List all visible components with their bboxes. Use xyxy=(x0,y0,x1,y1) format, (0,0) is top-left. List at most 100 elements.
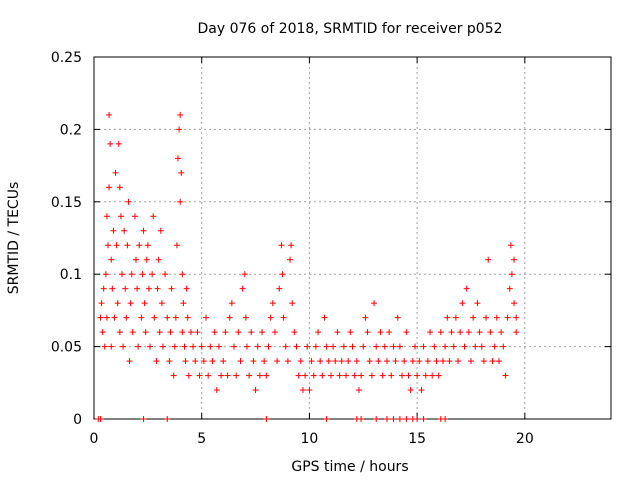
data-point xyxy=(414,416,421,422)
data-point xyxy=(164,314,171,321)
data-point xyxy=(209,358,216,365)
data-point xyxy=(394,314,401,321)
data-point xyxy=(278,242,285,249)
data-point xyxy=(129,329,136,336)
data-point xyxy=(167,329,174,336)
data-point xyxy=(455,358,462,365)
data-point xyxy=(325,358,332,365)
data-point xyxy=(288,242,295,249)
data-point xyxy=(107,140,114,147)
data-point xyxy=(375,358,382,365)
data-point xyxy=(113,242,120,249)
data-point xyxy=(507,242,514,249)
data-point xyxy=(142,329,149,336)
data-point xyxy=(254,343,261,350)
data-point xyxy=(126,358,133,365)
data-point xyxy=(478,343,485,350)
data-point xyxy=(220,358,227,365)
data-point xyxy=(360,343,367,350)
data-point xyxy=(183,285,190,292)
data-point xyxy=(284,358,291,365)
data-point xyxy=(172,314,179,321)
data-point xyxy=(463,285,470,292)
data-point xyxy=(173,242,180,249)
data-point xyxy=(319,372,326,379)
data-point xyxy=(276,285,283,292)
data-point xyxy=(330,343,337,350)
data-point xyxy=(175,155,182,162)
data-point xyxy=(138,314,145,321)
data-point xyxy=(139,271,146,278)
data-point xyxy=(435,372,442,379)
x-tick-label: 0 xyxy=(90,431,99,447)
data-point xyxy=(111,314,118,321)
data-point xyxy=(439,358,446,365)
data-point xyxy=(373,343,380,350)
data-point xyxy=(392,358,399,365)
data-point xyxy=(504,314,511,321)
data-point xyxy=(366,358,373,365)
data-point xyxy=(513,329,520,336)
data-point xyxy=(147,343,154,350)
data-point xyxy=(117,213,124,220)
data-point xyxy=(261,358,268,365)
data-point xyxy=(450,343,457,350)
data-point xyxy=(256,372,263,379)
data-point xyxy=(383,358,390,365)
data-point xyxy=(181,343,188,350)
data-point xyxy=(452,314,459,321)
data-point xyxy=(502,372,509,379)
data-point xyxy=(422,372,429,379)
data-point xyxy=(213,387,220,394)
data-point xyxy=(364,329,371,336)
data-point xyxy=(134,285,141,292)
data-point xyxy=(338,358,345,365)
data-point xyxy=(141,300,148,307)
data-point xyxy=(114,300,121,307)
data-point xyxy=(156,329,163,336)
data-point xyxy=(116,184,123,191)
data-point xyxy=(498,329,505,336)
data-point xyxy=(184,314,191,321)
data-point xyxy=(321,314,328,321)
data-point xyxy=(108,343,115,350)
data-point xyxy=(433,358,440,365)
data-point xyxy=(388,372,395,379)
data-point xyxy=(231,343,238,350)
y-tick-label: 0.15 xyxy=(51,195,82,211)
data-point xyxy=(110,227,117,234)
data-point xyxy=(215,343,222,350)
x-tick-label: 20 xyxy=(516,431,534,447)
data-point xyxy=(310,372,317,379)
data-point xyxy=(180,300,187,307)
data-point xyxy=(198,343,205,350)
data-point xyxy=(140,227,147,234)
data-point xyxy=(106,111,113,118)
data-point xyxy=(123,314,130,321)
data-point xyxy=(116,329,123,336)
data-point xyxy=(99,329,106,336)
data-point xyxy=(145,285,152,292)
data-point xyxy=(401,358,408,365)
data-point xyxy=(315,329,322,336)
data-point xyxy=(420,343,427,350)
data-point xyxy=(203,314,210,321)
data-point xyxy=(287,256,294,263)
data-point xyxy=(383,416,390,422)
data-point xyxy=(120,343,127,350)
data-point xyxy=(358,372,365,379)
data-point xyxy=(437,329,444,336)
data-point xyxy=(493,314,500,321)
data-point xyxy=(418,387,425,394)
data-point xyxy=(506,285,513,292)
data-point xyxy=(405,372,412,379)
data-point xyxy=(332,358,339,365)
data-point xyxy=(495,358,502,365)
data-point xyxy=(390,343,397,350)
data-point xyxy=(409,358,416,365)
data-point xyxy=(98,300,105,307)
data-point xyxy=(407,387,414,394)
data-point xyxy=(442,343,449,350)
data-point xyxy=(265,343,272,350)
data-point xyxy=(100,285,107,292)
